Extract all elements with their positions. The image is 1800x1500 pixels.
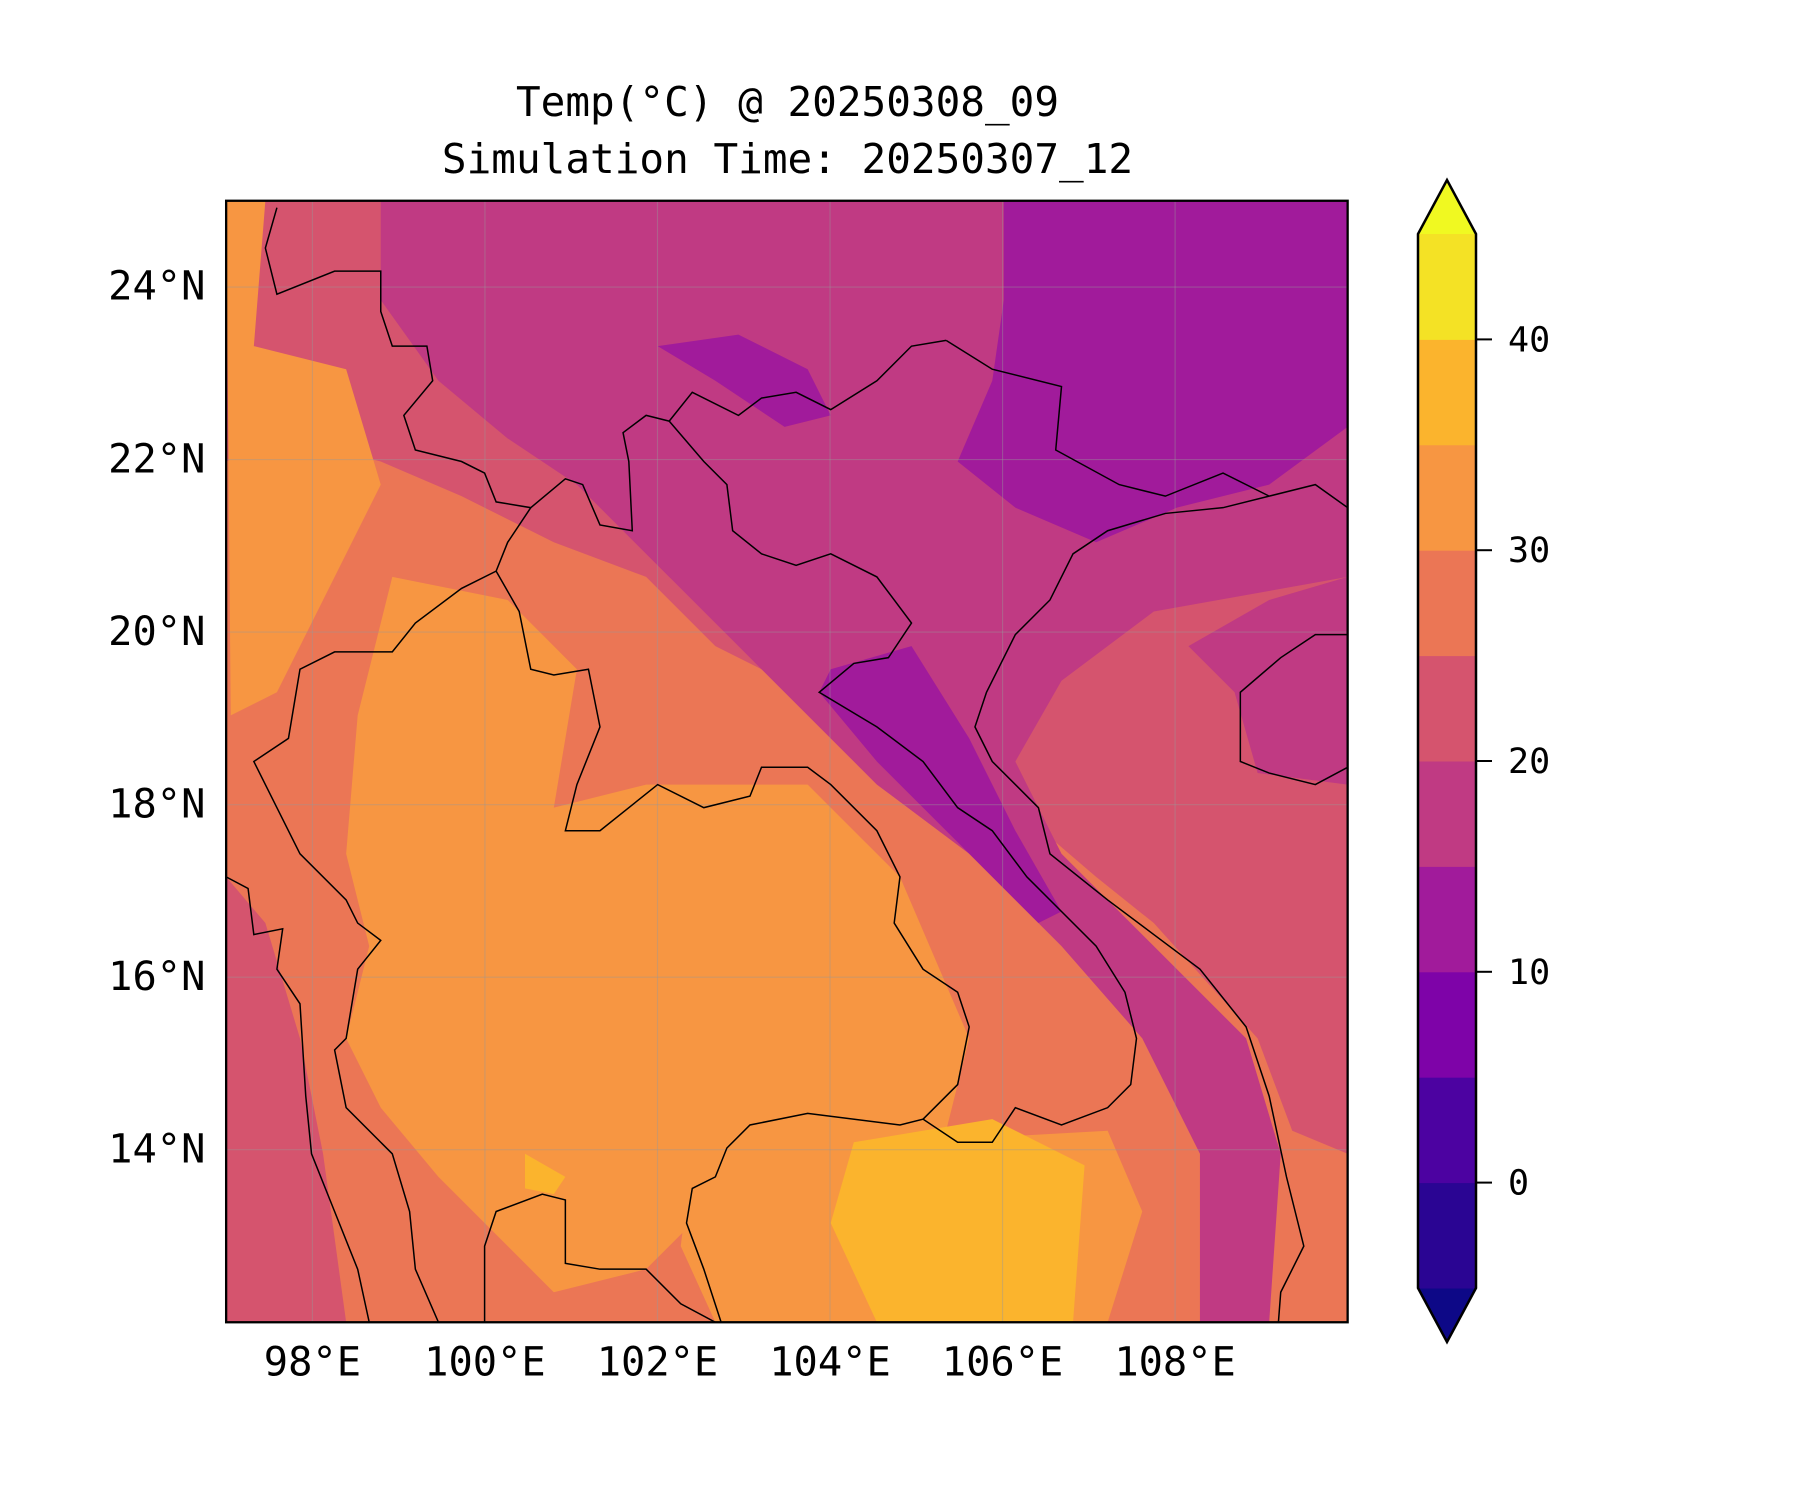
gridlines xyxy=(226,200,1348,1323)
colorbar-band xyxy=(1418,655,1476,762)
colorbar-extend-min xyxy=(1418,1288,1476,1342)
contour-15-20-hainan xyxy=(1188,576,1348,785)
contour-30-35-west xyxy=(226,200,381,716)
colorbar-band xyxy=(1418,1077,1476,1184)
plot-frame xyxy=(224,199,1349,1324)
contour-20-25-west xyxy=(226,876,347,1323)
y-tick-label: 22°N xyxy=(108,435,205,482)
y-tick-label: 24°N xyxy=(108,263,205,310)
colorbar-tick-label: 40 xyxy=(1508,320,1550,360)
contour-35-40-small xyxy=(524,1153,566,1195)
colorbar-band xyxy=(1418,971,1476,1078)
x-tick-label: 108°E xyxy=(1114,1338,1236,1385)
x-tick-label: 102°E xyxy=(597,1338,719,1385)
colorbar: 0 10 20 30 40 xyxy=(1416,177,1550,1345)
colorbar-outline xyxy=(1416,177,1478,1345)
chart-title: Temp(°C) @ 20250308_09 xyxy=(515,78,1060,126)
x-tick-label: 100°E xyxy=(424,1338,546,1385)
colorbar-band xyxy=(1418,550,1476,657)
x-tick-label: 106°E xyxy=(942,1338,1064,1385)
colorbar-band xyxy=(1418,761,1476,867)
axis-ticks: 98°E 100°E 102°E 104°E 106°E 108°E 24°N 22°N 20°… xyxy=(108,263,1236,1386)
contour-35-40 xyxy=(830,1119,1085,1323)
x-tick-label: 98°E xyxy=(264,1338,361,1385)
y-tick-label: 20°N xyxy=(108,608,205,655)
x-tick-label: 104°E xyxy=(769,1338,891,1385)
chart-subtitle: Simulation Time: 20250307_12 xyxy=(441,135,1134,183)
colorbar-tick-label: 30 xyxy=(1508,531,1550,571)
y-tick-label: 18°N xyxy=(108,780,205,827)
colorbar-extend-max xyxy=(1418,180,1476,234)
colorbar-tick-label: 0 xyxy=(1508,1164,1529,1204)
colorbar-tick-label: 20 xyxy=(1508,742,1550,782)
contour-10-15 xyxy=(957,200,1348,543)
temperature-field xyxy=(226,200,1348,1323)
y-tick-label: 14°N xyxy=(108,1125,205,1172)
colorbar-band xyxy=(1418,444,1476,551)
contour-10-15-north xyxy=(657,334,831,427)
colorbar-tick-label: 10 xyxy=(1508,953,1550,993)
y-tick-label: 16°N xyxy=(108,953,205,1000)
colorbar-band xyxy=(1418,234,1476,340)
colorbar-band xyxy=(1418,1182,1476,1289)
colorbar-band xyxy=(1418,866,1476,973)
colorbar-band xyxy=(1418,339,1476,446)
coastlines-borders xyxy=(226,207,1348,1323)
